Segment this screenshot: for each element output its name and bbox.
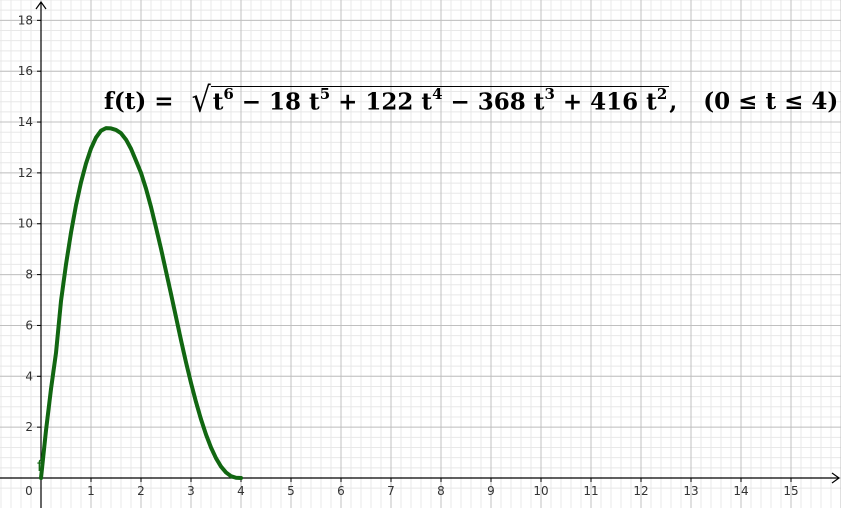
- x-tick-label: 15: [783, 484, 798, 498]
- y-tick-label: 6: [25, 318, 33, 332]
- formula-lhs: f(t) =: [104, 87, 174, 115]
- exp-4: 3: [544, 84, 555, 103]
- exp-3: 4: [432, 84, 443, 103]
- x-tick-label: 4: [237, 484, 245, 498]
- x-axis-tick-labels: 0 1 2 3 4 5 6 7 8 9 10 11 12 13 14 15: [25, 484, 798, 498]
- y-tick-label: 14: [18, 115, 33, 129]
- x-tick-label: 8: [437, 484, 445, 498]
- exp-5: 2: [656, 84, 668, 103]
- y-tick-label: 18: [18, 13, 33, 27]
- x-tick-label: 1: [87, 484, 95, 498]
- x-tick-label: 12: [633, 484, 648, 498]
- y-tick-label: 16: [18, 64, 33, 78]
- y-tick-label: 4: [25, 369, 33, 383]
- term-5: + 416 t: [554, 88, 657, 116]
- formula-comma: ,: [669, 87, 678, 115]
- term-1: t: [212, 88, 224, 116]
- x-tick-label: 7: [387, 484, 395, 498]
- formula-domain: (0 ≤ t ≤ 4): [703, 87, 839, 115]
- exp-1: 6: [223, 84, 234, 103]
- y-tick-label: 10: [18, 217, 33, 231]
- x-tick-label: 5: [287, 484, 295, 498]
- y-tick-label: 8: [25, 268, 33, 282]
- curve-label[interactable]: f: [37, 457, 43, 475]
- x-axis-arrow: [831, 472, 841, 484]
- y-axis-arrow: [35, 0, 47, 10]
- x-tick-label: 3: [187, 484, 195, 498]
- term-4: − 368 t: [442, 88, 545, 116]
- exp-2: 5: [319, 84, 331, 103]
- function-curve-layer[interactable]: [39, 126, 243, 480]
- x-tick-label: 9: [487, 484, 495, 498]
- x-tick-label: 11: [583, 484, 598, 498]
- y-tick-label: 12: [18, 166, 33, 180]
- x-tick-label: 13: [683, 484, 698, 498]
- y-axis-tick-labels: 2 4 6 8 10 12 14 16 18: [18, 13, 33, 434]
- x-tick-label: 10: [533, 484, 548, 498]
- function-curve-f[interactable]: [39, 126, 243, 480]
- x-tick-label: 0: [25, 484, 33, 498]
- x-tick-label: 2: [137, 484, 145, 498]
- x-tick-label: 14: [733, 484, 748, 498]
- formula-radicand: t6 − 18 t5 + 122 t4 − 368 t3 + 416 t2: [210, 84, 670, 116]
- term-3: + 122 t: [330, 88, 433, 116]
- y-tick-label: 2: [25, 420, 33, 434]
- x-tick-label: 6: [337, 484, 345, 498]
- function-formula: f(t) = √ t6 − 18 t5 + 122 t4 − 368 t3 + …: [104, 80, 838, 122]
- sqrt-symbol: √: [191, 80, 211, 121]
- term-2: − 18 t: [233, 88, 320, 116]
